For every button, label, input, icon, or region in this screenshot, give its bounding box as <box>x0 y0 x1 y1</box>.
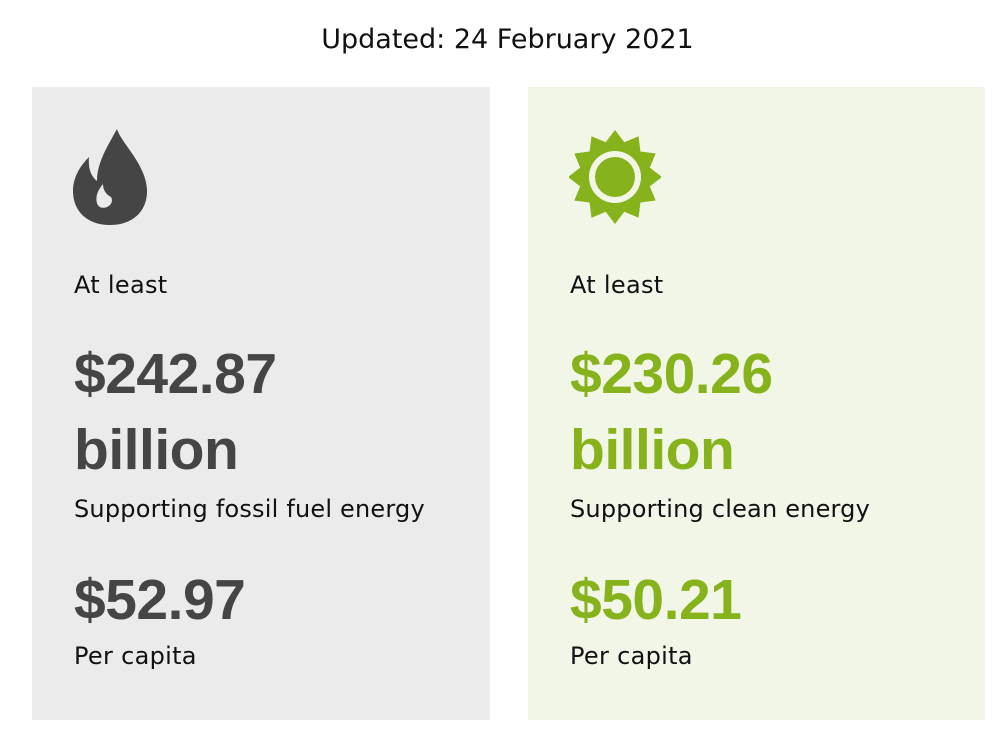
fossil-amount-unit: billion <box>74 418 239 482</box>
fossil-per-capita-amount: $52.97 <box>74 568 246 632</box>
clean-amount-value: $230.26 <box>570 342 773 406</box>
fossil-fuel-card: At least $242.87 billion Supporting foss… <box>32 87 490 720</box>
fossil-amount-value: $242.87 <box>74 342 277 406</box>
per-capita-label: Per capita <box>74 642 197 670</box>
fossil-description: Supporting fossil fuel energy <box>74 495 425 523</box>
per-capita-label: Per capita <box>570 642 693 670</box>
clean-amount-unit: billion <box>570 418 735 482</box>
at-least-label: At least <box>74 271 168 299</box>
clean-description: Supporting clean energy <box>570 495 871 523</box>
clean-per-capita-amount: $50.21 <box>570 568 742 632</box>
at-least-label: At least <box>570 271 664 299</box>
flame-icon <box>73 129 148 225</box>
fossil-amount: $242.87 billion <box>74 336 474 488</box>
clean-amount: $230.26 billion <box>570 336 970 488</box>
sun-icon <box>569 130 661 224</box>
updated-date: Updated: 24 February 2021 <box>321 24 694 55</box>
clean-energy-card: At least $230.26 billion Supporting clea… <box>528 87 985 720</box>
